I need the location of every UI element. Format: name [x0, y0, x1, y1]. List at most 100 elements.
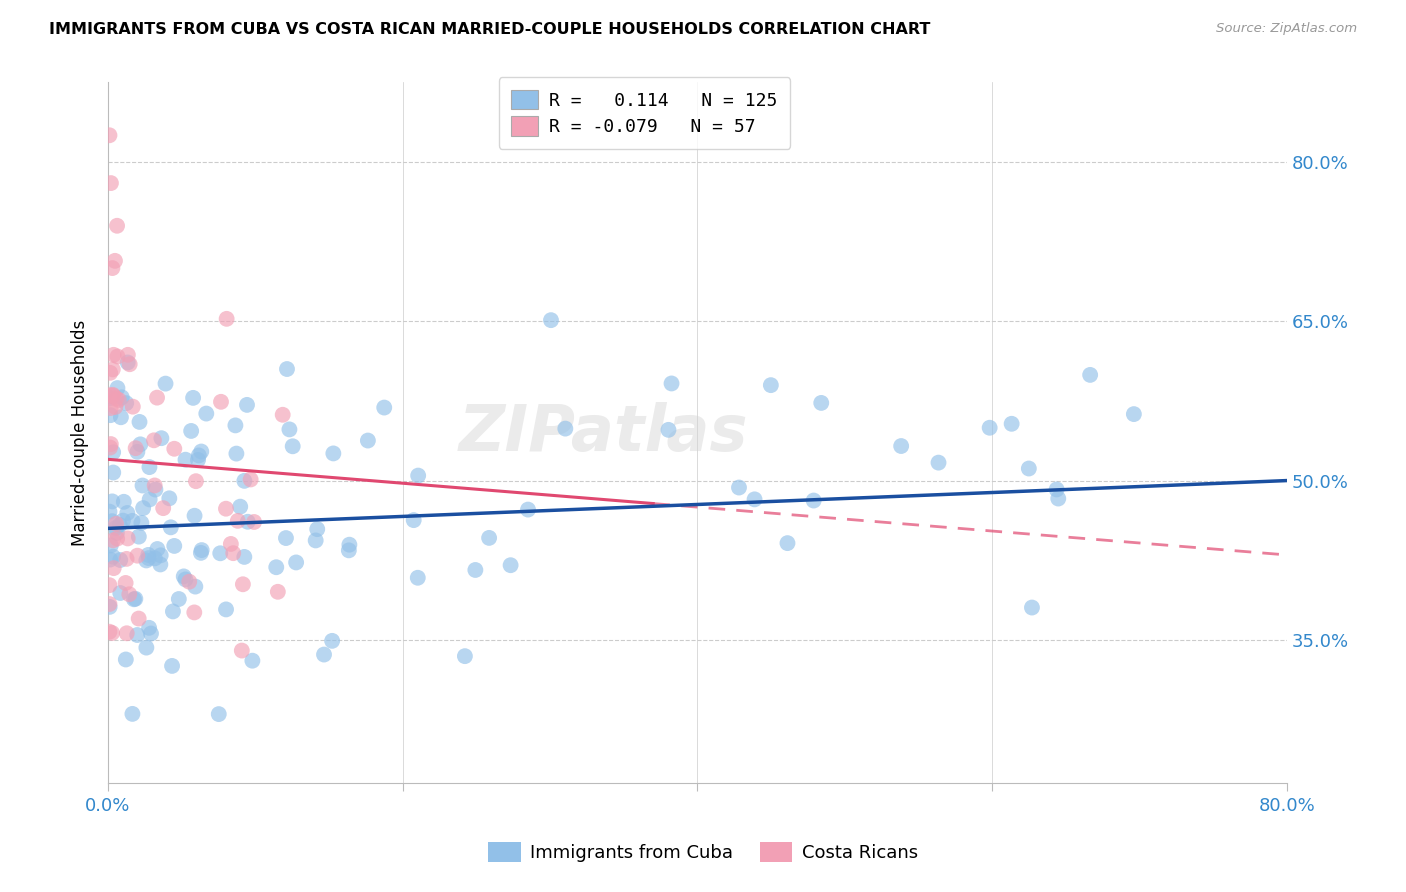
Text: IMMIGRANTS FROM CUBA VS COSTA RICAN MARRIED-COUPLE HOUSEHOLDS CORRELATION CHART: IMMIGRANTS FROM CUBA VS COSTA RICAN MARR…: [49, 22, 931, 37]
Point: [744, 492, 766, 507]
Point: [162, 604, 184, 618]
Point: [117, 506, 139, 520]
Point: [98, 441, 121, 455]
Point: [209, 546, 232, 560]
Point: [402, 513, 425, 527]
Point: [98, 624, 121, 639]
Point: [143, 551, 166, 566]
Point: [554, 422, 576, 436]
Point: [215, 311, 238, 326]
Point: [406, 571, 429, 585]
Point: [278, 422, 301, 436]
Point: [190, 546, 212, 560]
Point: [98, 128, 121, 143]
Point: [110, 586, 132, 600]
Point: [321, 633, 343, 648]
Point: [131, 516, 153, 530]
Point: [146, 541, 169, 556]
Point: [1046, 483, 1069, 497]
Point: [267, 584, 290, 599]
Point: [163, 442, 186, 456]
Point: [195, 407, 218, 421]
Point: [222, 546, 245, 560]
Point: [138, 621, 160, 635]
Point: [357, 434, 380, 448]
Point: [152, 501, 174, 516]
Point: [979, 421, 1001, 435]
Point: [236, 515, 259, 529]
Point: [190, 444, 212, 458]
Point: [127, 445, 149, 459]
Point: [146, 391, 169, 405]
Point: [810, 396, 832, 410]
Point: [105, 521, 128, 535]
Point: [219, 537, 242, 551]
Point: [121, 514, 143, 528]
Point: [243, 515, 266, 529]
Point: [183, 606, 205, 620]
Point: [307, 522, 329, 536]
Point: [136, 548, 159, 562]
Point: [105, 392, 128, 406]
Point: [107, 381, 129, 395]
Point: [231, 643, 253, 657]
Legend: R =   0.114   N = 125, R = -0.079   N = 57: R = 0.114 N = 125, R = -0.079 N = 57: [499, 77, 790, 149]
Point: [159, 520, 181, 534]
Point: [149, 558, 172, 572]
Point: [103, 561, 125, 575]
Point: [1021, 600, 1043, 615]
Point: [101, 445, 124, 459]
Point: [118, 357, 141, 371]
Point: [111, 514, 134, 528]
Point: [373, 401, 395, 415]
Point: [98, 599, 121, 614]
Point: [98, 552, 121, 566]
Point: [224, 418, 246, 433]
Point: [143, 434, 166, 448]
Point: [233, 549, 256, 564]
Point: [118, 587, 141, 601]
Point: [657, 423, 679, 437]
Point: [117, 532, 139, 546]
Point: [105, 532, 128, 546]
Point: [135, 640, 157, 655]
Point: [115, 626, 138, 640]
Point: [540, 313, 562, 327]
Point: [98, 366, 121, 380]
Point: [117, 355, 139, 369]
Point: [160, 659, 183, 673]
Point: [100, 401, 122, 415]
Point: [155, 376, 177, 391]
Point: [1047, 491, 1070, 506]
Point: [131, 478, 153, 492]
Point: [115, 552, 138, 566]
Point: [454, 649, 477, 664]
Point: [122, 592, 145, 607]
Point: [135, 553, 157, 567]
Point: [101, 626, 124, 640]
Point: [274, 531, 297, 545]
Point: [305, 533, 328, 548]
Point: [128, 530, 150, 544]
Point: [890, 439, 912, 453]
Point: [121, 706, 143, 721]
Point: [728, 481, 751, 495]
Point: [104, 400, 127, 414]
Point: [98, 505, 121, 519]
Point: [104, 253, 127, 268]
Y-axis label: Married-couple Households: Married-couple Households: [72, 319, 89, 546]
Point: [1078, 368, 1101, 382]
Point: [464, 563, 486, 577]
Point: [114, 652, 136, 666]
Point: [322, 446, 344, 460]
Point: [138, 460, 160, 475]
Point: [406, 468, 429, 483]
Point: [163, 539, 186, 553]
Point: [759, 378, 782, 392]
Point: [101, 388, 124, 402]
Point: [157, 491, 180, 506]
Point: [517, 502, 540, 516]
Point: [208, 707, 231, 722]
Point: [108, 392, 131, 407]
Point: [478, 531, 501, 545]
